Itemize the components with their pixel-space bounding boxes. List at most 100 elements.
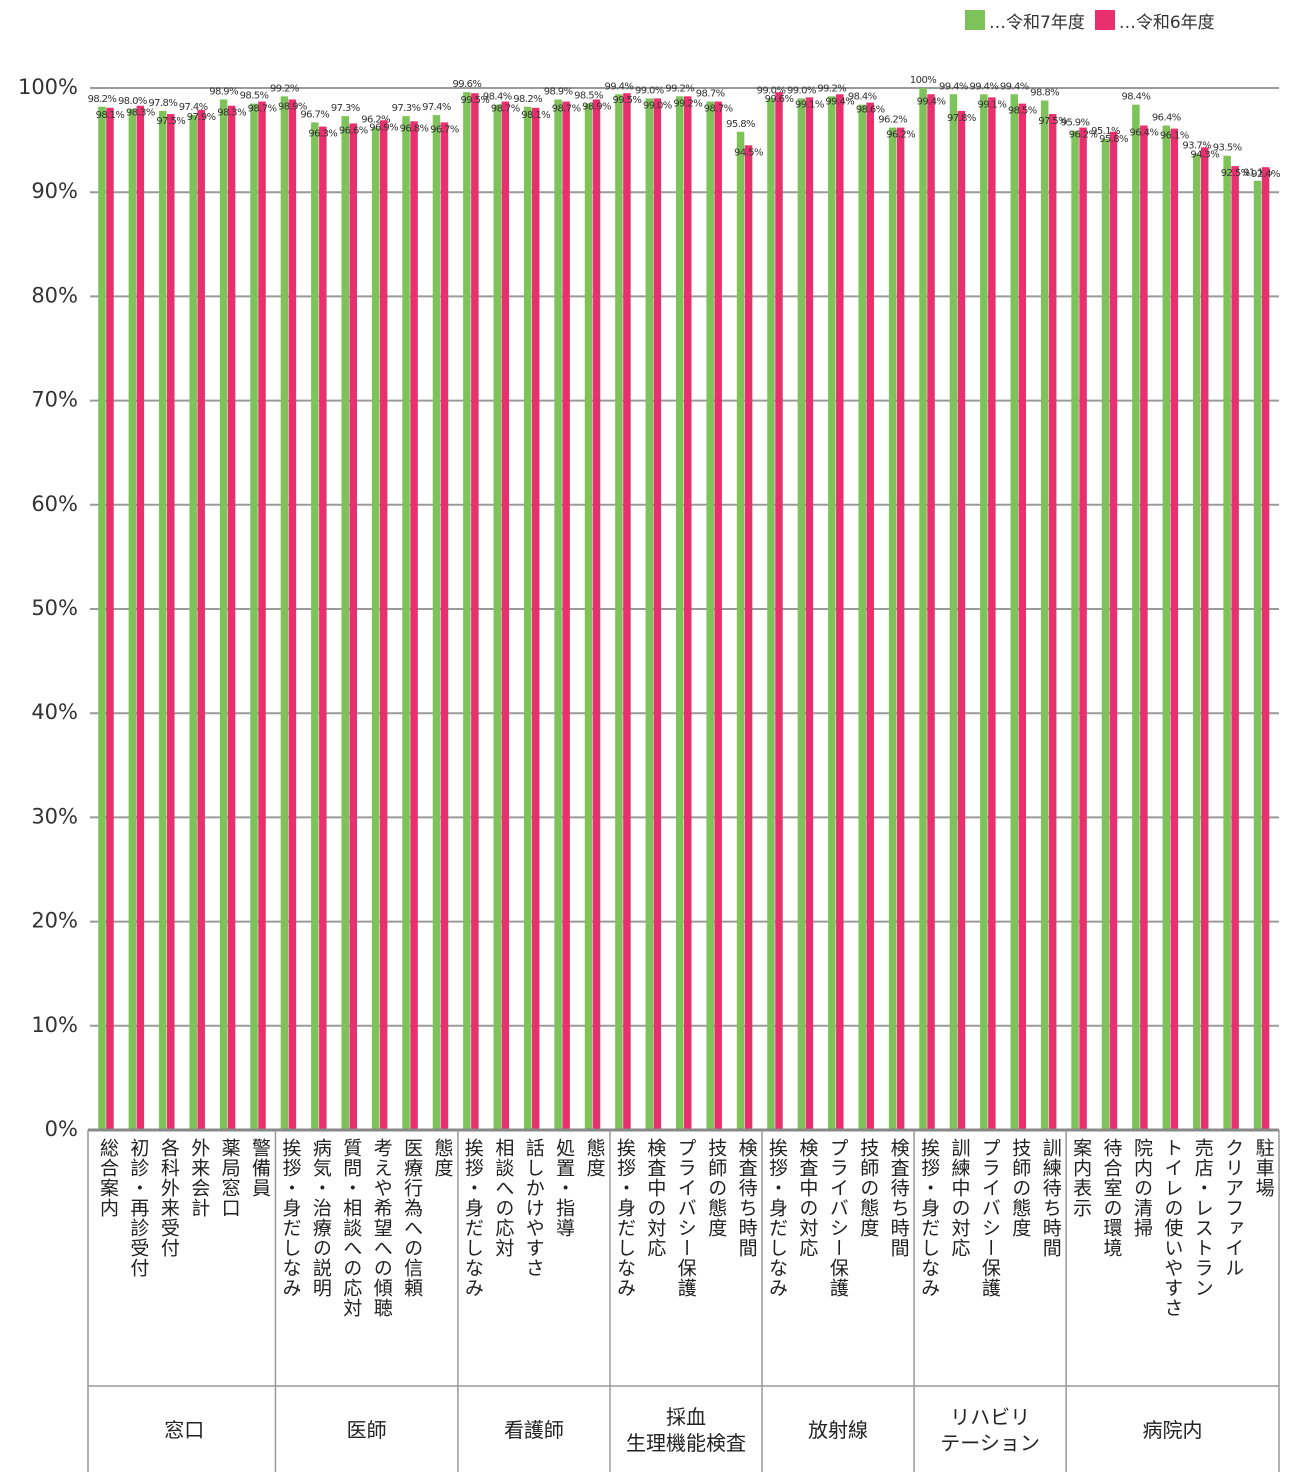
x-tick-label: 検査待ち時間 <box>735 1138 758 1258</box>
value-label: 97.5% <box>156 116 185 127</box>
value-label: 96.4% <box>1130 128 1159 139</box>
value-label: 98.1% <box>521 110 550 121</box>
value-label: 100% <box>910 75 936 86</box>
bar <box>1261 167 1270 1130</box>
bar <box>836 94 844 1131</box>
value-label: 95.9% <box>1061 118 1090 129</box>
value-label: 96.3% <box>308 129 337 140</box>
value-label: 98.5% <box>240 91 269 102</box>
x-tick-label: 外来会計 <box>188 1138 211 1218</box>
bar <box>1079 127 1087 1130</box>
x-tick-label: 検査中の対応 <box>796 1138 819 1258</box>
bar <box>615 94 623 1131</box>
value-label: 99.5% <box>613 95 642 106</box>
bar <box>1109 131 1118 1130</box>
value-label: 98.8% <box>1030 88 1059 99</box>
value-label: 96.2% <box>361 115 390 126</box>
bar <box>531 107 540 1131</box>
value-label: 98.9% <box>544 86 573 97</box>
x-tick-label: クリアファイル <box>1222 1138 1245 1278</box>
x-tick-label: 医療行為への信頼 <box>401 1138 424 1298</box>
x-tick-label: 検査待ち時間 <box>887 1138 910 1258</box>
bar <box>888 127 897 1130</box>
bar <box>1048 114 1057 1131</box>
x-tick-label: 挨拶・身だしなみ <box>613 1138 636 1298</box>
value-label: 99.1% <box>795 99 824 110</box>
value-label: 92.4% <box>1251 169 1280 180</box>
value-label: 99.0% <box>643 100 672 111</box>
value-label: 98.2% <box>513 94 542 105</box>
bar <box>623 93 631 1131</box>
value-label: 98.4% <box>483 92 512 103</box>
value-label: 98.4% <box>1122 92 1151 103</box>
value-label: 94.5% <box>734 147 763 158</box>
bar <box>219 99 228 1130</box>
value-label: 97.3% <box>331 103 360 114</box>
value-label: 96.1% <box>1160 131 1189 142</box>
value-label: 98.6% <box>856 105 885 116</box>
value-label: 98.3% <box>217 108 246 119</box>
value-label: 92.5% <box>1221 168 1250 179</box>
bar <box>189 115 197 1131</box>
bar <box>744 145 753 1130</box>
x-tick-label: 話しかけやすさ <box>522 1138 545 1278</box>
y-tick-label: 40% <box>31 700 78 724</box>
legend-label: …令和6年度 <box>1118 13 1215 33</box>
value-label: 93.5% <box>1213 143 1242 154</box>
bar <box>493 104 502 1130</box>
bar <box>471 93 479 1131</box>
x-tick-label: 総合案内 <box>97 1138 119 1218</box>
x-tick-label: 考えや希望への傾聴 <box>370 1138 393 1318</box>
x-tick-label: 病気・治療の説明 <box>309 1138 332 1298</box>
value-label: 96.2% <box>878 115 907 126</box>
value-label: 91.1% <box>1243 168 1272 179</box>
value-label: 99.4% <box>917 96 946 107</box>
value-label: 99.4% <box>939 81 968 92</box>
bar <box>410 121 418 1131</box>
group-label: 医師 <box>346 1417 387 1442</box>
bar <box>653 98 662 1130</box>
bar <box>684 96 692 1131</box>
bar <box>402 116 410 1130</box>
bar <box>554 99 562 1130</box>
value-label: 98.2% <box>88 94 117 105</box>
value-label: 99.4% <box>969 81 998 92</box>
value-label: 99.4% <box>1000 81 1029 92</box>
x-tick-label: 訓練中の対応 <box>948 1138 971 1258</box>
x-tick-label: 態度 <box>431 1138 454 1178</box>
x-tick-label: 相談への応対 <box>492 1138 515 1258</box>
bar <box>379 120 388 1130</box>
value-label: 96.8% <box>400 123 429 134</box>
value-label: 96.4% <box>1152 113 1181 124</box>
value-label: 96.2% <box>886 130 915 141</box>
bar <box>1253 180 1262 1130</box>
bar <box>197 109 205 1130</box>
bar <box>463 92 471 1131</box>
bar <box>440 122 449 1131</box>
bar <box>319 126 327 1130</box>
bar <box>927 94 935 1131</box>
legend-label: …令和7年度 <box>989 13 1085 33</box>
value-label: 98.7% <box>696 89 725 100</box>
bar <box>988 97 996 1130</box>
x-tick-label: 初診・再診受付 <box>127 1138 150 1278</box>
value-label: 99.2% <box>665 83 694 94</box>
y-tick-label: 100% <box>18 75 78 99</box>
value-label: 93.7% <box>1182 141 1211 152</box>
bar <box>280 96 289 1131</box>
bar <box>767 98 775 1130</box>
value-label: 99.2% <box>817 83 846 94</box>
group-label: 採血 生理機能検査 <box>625 1404 746 1455</box>
bar <box>1162 125 1171 1130</box>
bar <box>250 103 258 1130</box>
bar <box>1101 139 1110 1131</box>
bar <box>1140 125 1148 1130</box>
bar <box>645 98 654 1130</box>
bar <box>797 98 806 1130</box>
value-label: 98.0% <box>118 96 147 107</box>
bar <box>311 122 319 1131</box>
value-label: 98.4% <box>848 92 877 103</box>
value-label: 99.0% <box>635 85 664 96</box>
value-label: 98.9% <box>278 101 307 112</box>
